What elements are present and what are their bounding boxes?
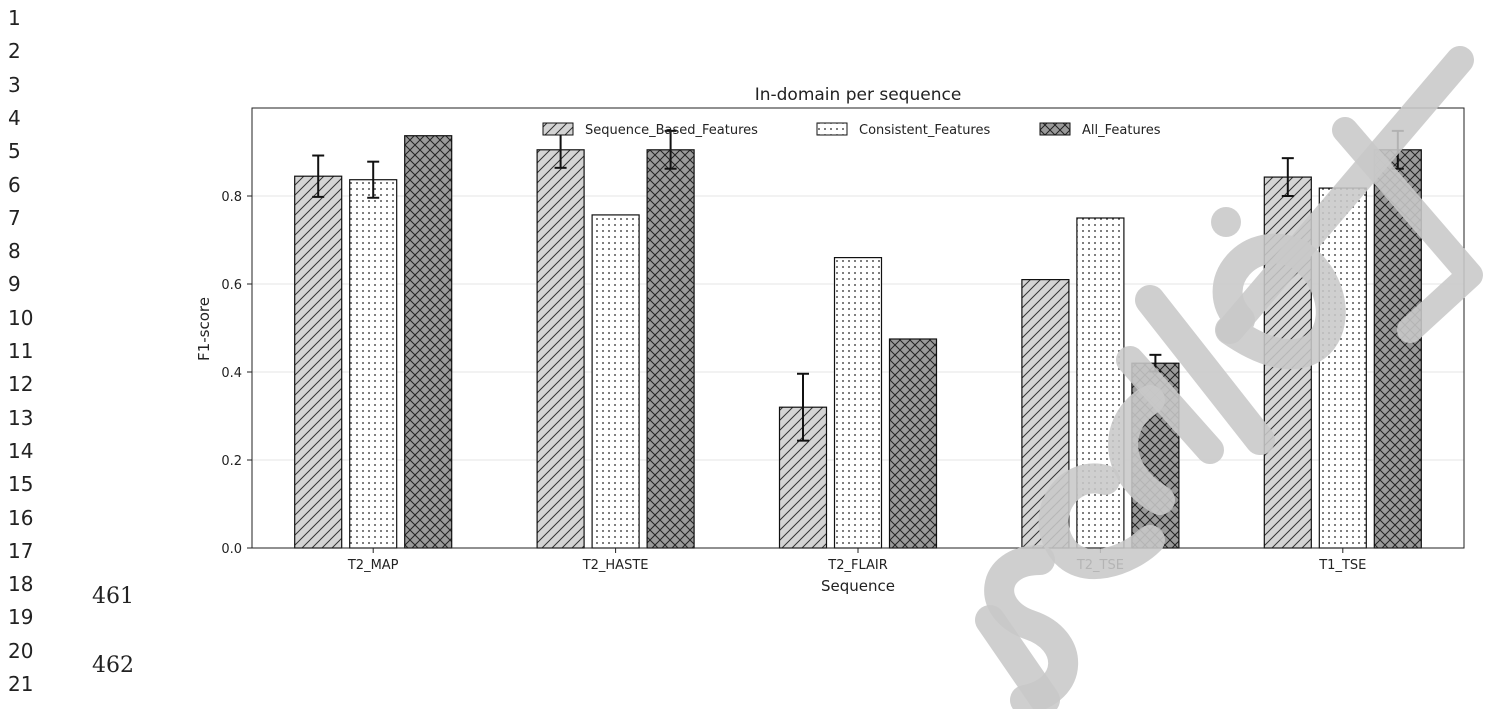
y-tick-label: 0.8: [221, 190, 242, 205]
y-axis-ticks: 0.0 0.2 0.4 0.6 0.8: [221, 190, 252, 557]
bar-sequence-based-features-t2-map: [294, 175, 343, 549]
bar-consistent-features-t2-map: [349, 179, 398, 549]
bar-all-features-t2-tse: [1131, 362, 1180, 549]
line-number-column: 1 2 3 4 5 6 7 8 9 10 11 12 13 14 15 16 17 18 19 20 21: [0, 0, 60, 709]
line-number: 13: [8, 405, 34, 430]
y-tick-label: 0.0: [221, 542, 242, 557]
legend-label: All_Features: [1082, 123, 1161, 138]
line-number: 21: [8, 672, 34, 696]
legend-label: Consistent_Features: [859, 123, 990, 138]
y-tick-label: 0.4: [221, 366, 242, 381]
line-number: 19: [8, 605, 34, 630]
line-number: 1: [8, 6, 21, 30]
line-number: 4: [8, 105, 21, 130]
manuscript-line-number: 462: [92, 653, 134, 678]
legend-swatch-consistent-features: [816, 122, 848, 136]
x-tick-label: T2_MAP: [347, 558, 399, 573]
bar-consistent-features-t2-flair: [833, 257, 883, 549]
line-number: 18: [8, 572, 34, 597]
line-number: 6: [8, 172, 21, 197]
line-number: 12: [8, 372, 34, 397]
bar-all-features-t2-haste: [646, 149, 695, 549]
x-axis-ticks: T2_MAP T2_HASTE T2_FLAIR T2_TSE T1_TSE: [347, 548, 1366, 573]
x-tick-label: T2_HASTE: [582, 558, 649, 573]
x-axis-label: Sequence: [821, 577, 895, 595]
bar-consistent-features-t2-tse: [1076, 217, 1125, 549]
line-number: 8: [8, 239, 21, 264]
y-axis-label: F1-score: [195, 297, 213, 361]
line-number: 16: [8, 505, 34, 530]
line-number: 17: [8, 538, 34, 563]
legend: Sequence_Based_Features Consistent_Featur…: [542, 122, 1161, 138]
x-tick-label: T1_TSE: [1318, 558, 1366, 573]
line-number: 10: [8, 305, 34, 330]
bar-all-features-t2-flair: [888, 338, 938, 549]
bars: [294, 135, 1422, 549]
line-number: 15: [8, 472, 34, 497]
line-number: 5: [8, 139, 21, 164]
x-tick-label: T2_TSE: [1076, 558, 1124, 573]
line-number: 11: [8, 339, 34, 363]
line-number: 7: [8, 205, 21, 230]
bar-sequence-based-features-t2-tse: [1021, 279, 1070, 549]
line-number: 2: [8, 39, 21, 64]
y-tick-label: 0.6: [221, 278, 242, 293]
y-tick-label: 0.2: [221, 454, 242, 469]
line-number: 9: [8, 272, 21, 297]
line-number: 20: [8, 638, 34, 663]
line-number: 14: [8, 438, 34, 463]
bar-all-features-t2-map: [404, 135, 453, 549]
bar-sequence-based-features-t1-tse: [1263, 176, 1312, 549]
bar-consistent-features-t1-tse: [1318, 187, 1367, 549]
bar-sequence-based-features-t2-haste: [536, 149, 585, 549]
manuscript-line-number: 461: [92, 584, 134, 609]
line-number: 3: [8, 72, 21, 97]
legend-label: Sequence_Based_Features: [585, 123, 758, 138]
chart-title: In-domain per sequence: [755, 85, 962, 105]
legend-swatch-sequence-based-features: [542, 122, 574, 136]
bar-consistent-features-t2-haste: [591, 214, 640, 549]
bar-all-features-t1-tse: [1373, 149, 1422, 549]
legend-swatch-all-features: [1039, 122, 1071, 136]
x-tick-label: T2_FLAIR: [827, 558, 888, 573]
